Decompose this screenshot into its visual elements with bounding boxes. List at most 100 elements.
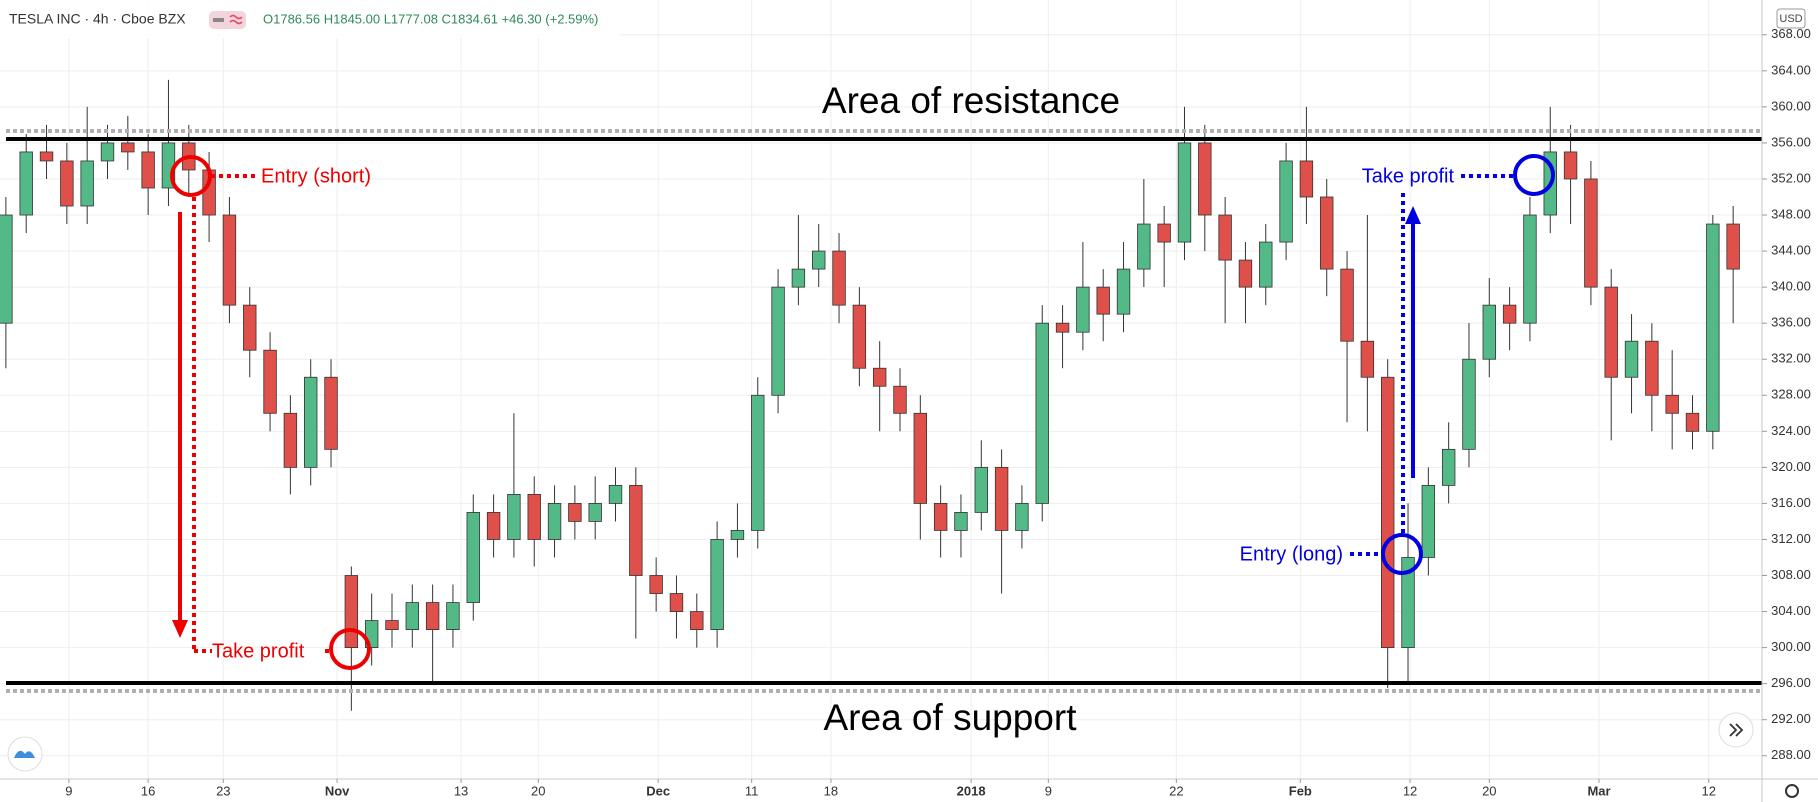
candle-body: [1502, 304, 1517, 324]
y-tick-label: 360.00: [1771, 98, 1811, 113]
candle-body: [60, 160, 74, 207]
settings-button[interactable]: [1785, 784, 1799, 798]
candle-body: [1137, 223, 1151, 270]
candle-body: [80, 160, 94, 207]
candle-body: [954, 512, 968, 531]
candle-body: [1665, 394, 1679, 414]
y-tick-label: 328.00: [1771, 387, 1811, 402]
candle-body: [304, 376, 318, 468]
annotations: Area of resistance Area of support Entry…: [6, 80, 1762, 738]
candle-body: [1055, 322, 1070, 333]
y-tick-label: 288.00: [1771, 747, 1811, 762]
candle-body: [425, 602, 440, 630]
currency-box[interactable]: [1776, 8, 1806, 29]
entry-short-circle: [170, 155, 212, 197]
candle-body: [1726, 223, 1740, 270]
candle-body: [1259, 241, 1273, 288]
currency: USD: [1779, 13, 1802, 25]
candle-body: [1238, 259, 1253, 288]
x-tick-label: 20: [531, 783, 545, 798]
y-tick-label: 304.00: [1771, 603, 1811, 618]
candle-body: [486, 512, 501, 540]
x-tick-label: 22: [1169, 783, 1183, 798]
y-tick-label: 340.00: [1771, 279, 1811, 294]
candle-body: [100, 142, 115, 162]
candle-body: [1157, 223, 1171, 243]
x-tick-label: 20: [1482, 783, 1496, 798]
candle-body: [1624, 340, 1639, 378]
symbol[interactable]: TESLA INC · 4h · Cboe BZX: [9, 11, 186, 27]
candle-body: [1462, 358, 1476, 450]
candle-body: [1279, 160, 1293, 243]
axes: 288.00 292.00 296.00 300.00 304.00 308.00 312.…: [65, 26, 1811, 798]
candle-body: [649, 575, 663, 594]
candles: [0, 79, 1740, 711]
y-tick-label: 364.00: [1771, 62, 1811, 77]
candle-body: [1198, 142, 1212, 216]
candle-body: [832, 250, 846, 306]
candle-body: [1523, 214, 1537, 324]
candle-body: [1563, 151, 1578, 180]
candle-body: [893, 385, 907, 414]
badge-icon: [213, 18, 224, 22]
candle-body: [588, 503, 602, 522]
y-tick-label: 332.00: [1771, 351, 1811, 366]
candle-body: [1401, 557, 1415, 649]
indicator-badge[interactable]: [209, 11, 246, 29]
candle-body: [39, 151, 54, 162]
long-arrow-head: [1405, 206, 1421, 224]
short-arrow-head: [172, 620, 188, 638]
y-tick-label: 292.00: [1771, 711, 1811, 726]
x-tick-label: 2018: [957, 783, 986, 798]
candle-body: [974, 466, 988, 513]
candle-body: [547, 503, 562, 540]
support-label: Area of support: [824, 697, 1078, 738]
candle-body: [994, 466, 1009, 531]
candle-body: [1320, 196, 1334, 270]
resistance-label: Area of resistance: [822, 80, 1120, 121]
candle-body: [852, 304, 867, 369]
x-tick-label: 11: [745, 783, 759, 798]
candle-body: [141, 151, 155, 189]
entry-long-label: Entry (long): [1240, 543, 1343, 565]
candle-body: [263, 349, 277, 414]
y-tick-label: 336.00: [1771, 315, 1811, 330]
x-tick-label: 13: [454, 783, 468, 798]
entry-short-label: Entry (short): [261, 165, 371, 187]
x-tick-label: 18: [824, 783, 838, 798]
candle-body: [690, 611, 704, 630]
y-tick-label: 296.00: [1771, 675, 1811, 690]
x-tick-label: 23: [216, 783, 230, 798]
candle-body: [629, 484, 643, 576]
candle-body: [405, 602, 420, 630]
candle-body: [730, 530, 745, 540]
candle-body: [1441, 448, 1456, 486]
candle-body: [1482, 304, 1496, 360]
candle-body: [1076, 286, 1090, 333]
take-profit-short-label: Take profit: [212, 640, 305, 662]
candle-body: [913, 412, 928, 504]
candle-body: [324, 376, 338, 450]
y-tick-label: 348.00: [1771, 206, 1811, 221]
candle-body: [243, 304, 257, 351]
y-tick-label: 352.00: [1771, 170, 1811, 185]
candle-body: [1604, 286, 1618, 378]
candle-body: [1299, 160, 1314, 198]
y-tick-label: 300.00: [1771, 639, 1811, 654]
take-profit-long-label: Take profit: [1362, 165, 1455, 187]
candle-body: [1116, 268, 1131, 315]
candle-body: [466, 512, 480, 603]
candle-body: [527, 494, 541, 540]
y-tick-label: 312.00: [1771, 531, 1811, 546]
grid: [0, 0, 1762, 779]
x-tick-label: Mar: [1587, 783, 1610, 798]
candle-body: [19, 151, 33, 216]
candle-body: [608, 484, 623, 504]
scroll-icon: [1729, 723, 1744, 737]
logo-icon: [14, 750, 35, 758]
candle-body: [1706, 223, 1720, 432]
candle-body: [872, 367, 887, 387]
y-tick-label: 320.00: [1771, 459, 1811, 474]
